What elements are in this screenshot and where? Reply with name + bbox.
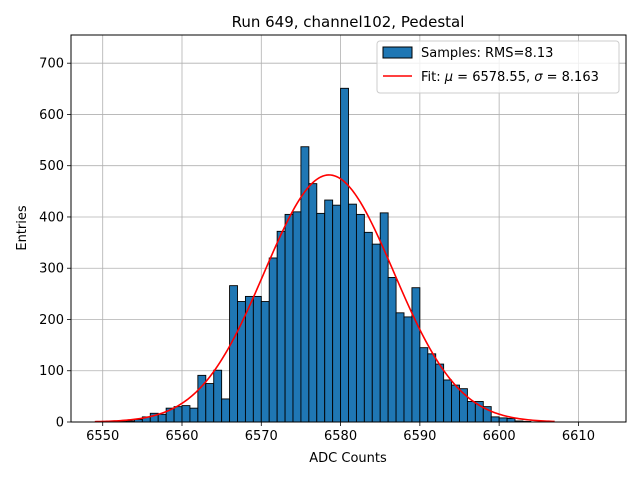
- histogram-bar: [403, 316, 413, 423]
- histogram-bar: [157, 413, 167, 423]
- histogram-bar: [348, 203, 357, 423]
- chart-title: Run 649, channel102, Pedestal: [232, 13, 465, 31]
- histogram-bar: [284, 213, 294, 423]
- y-tick-label: 600: [39, 108, 64, 123]
- x-tick-label: 6550: [86, 429, 119, 444]
- y-tick-label: 700: [39, 57, 64, 72]
- histogram-bar: [363, 231, 373, 423]
- histogram-bar: [237, 301, 246, 423]
- histogram-bar: [229, 285, 238, 423]
- histogram-bar: [387, 277, 397, 423]
- y-axis-label: Entries: [15, 205, 30, 251]
- gaussian-fit-curve: [94, 174, 555, 423]
- histogram-bar: [181, 405, 191, 423]
- histogram-bar: [355, 213, 365, 423]
- histogram-bar: [268, 257, 278, 423]
- histogram-bar: [205, 383, 215, 423]
- legend-hist-label: Samples: RMS=8.13: [421, 46, 553, 61]
- legend: Samples: RMS=8.13 Fit: μ = 6578.55, σ = …: [376, 40, 620, 94]
- histogram-bar: [213, 369, 223, 423]
- histogram-bar: [419, 347, 429, 423]
- histogram-bar: [411, 287, 421, 423]
- x-axis-label: ADC Counts: [309, 451, 387, 466]
- histogram-bar: [324, 199, 334, 423]
- histogram-bar: [252, 295, 262, 423]
- histogram-bar: [189, 407, 199, 423]
- fit-curve-layer: [94, 174, 555, 423]
- histogram-bar: [308, 183, 318, 423]
- histogram-bar: [244, 295, 254, 423]
- y-tick-label: 100: [39, 364, 64, 379]
- legend-box: [376, 40, 620, 94]
- legend-hist-swatch: [382, 46, 413, 59]
- histogram-bar: [427, 353, 437, 423]
- histogram-bar: [221, 398, 231, 423]
- histogram-bar: [316, 212, 326, 423]
- x-tick-label: 6590: [403, 429, 436, 444]
- legend-fit-label: Fit: μ = 6578.55, σ = 8.163: [421, 70, 599, 85]
- x-tick-label: 6570: [245, 429, 278, 444]
- histogram-bar: [443, 379, 453, 423]
- y-tick-label: 0: [56, 416, 64, 431]
- histogram-bar: [395, 312, 405, 423]
- plot-frame: [70, 34, 627, 423]
- histogram-bars: [110, 87, 532, 423]
- histogram-bar: [332, 204, 342, 423]
- y-tick-label: 300: [39, 262, 64, 277]
- y-tick-label: 400: [39, 210, 64, 225]
- y-tick-label: 200: [39, 313, 64, 328]
- histogram-bar: [371, 243, 381, 423]
- histogram-bar: [466, 401, 476, 423]
- x-tick-label: 6610: [562, 429, 595, 444]
- histogram-bar: [506, 417, 516, 423]
- x-axis-ticks: 6550 6560 6570 6580 6590 6600 6610: [86, 422, 595, 444]
- histogram-bar: [435, 363, 445, 423]
- x-tick-label: 6580: [324, 429, 357, 444]
- histogram-bar: [260, 301, 270, 423]
- x-tick-label: 6560: [165, 429, 198, 444]
- histogram-bar: [490, 416, 500, 423]
- histogram-bar: [340, 87, 349, 423]
- histogram-bar: [173, 406, 183, 423]
- histogram-bar: [498, 417, 508, 423]
- histogram-bar: [292, 211, 302, 423]
- y-tick-label: 500: [39, 159, 64, 174]
- x-tick-label: 6600: [483, 429, 516, 444]
- y-axis-ticks: 0 100 200 300 400 500 600 700: [39, 57, 71, 431]
- histogram-bar: [451, 384, 460, 423]
- histogram-bar: [276, 230, 286, 423]
